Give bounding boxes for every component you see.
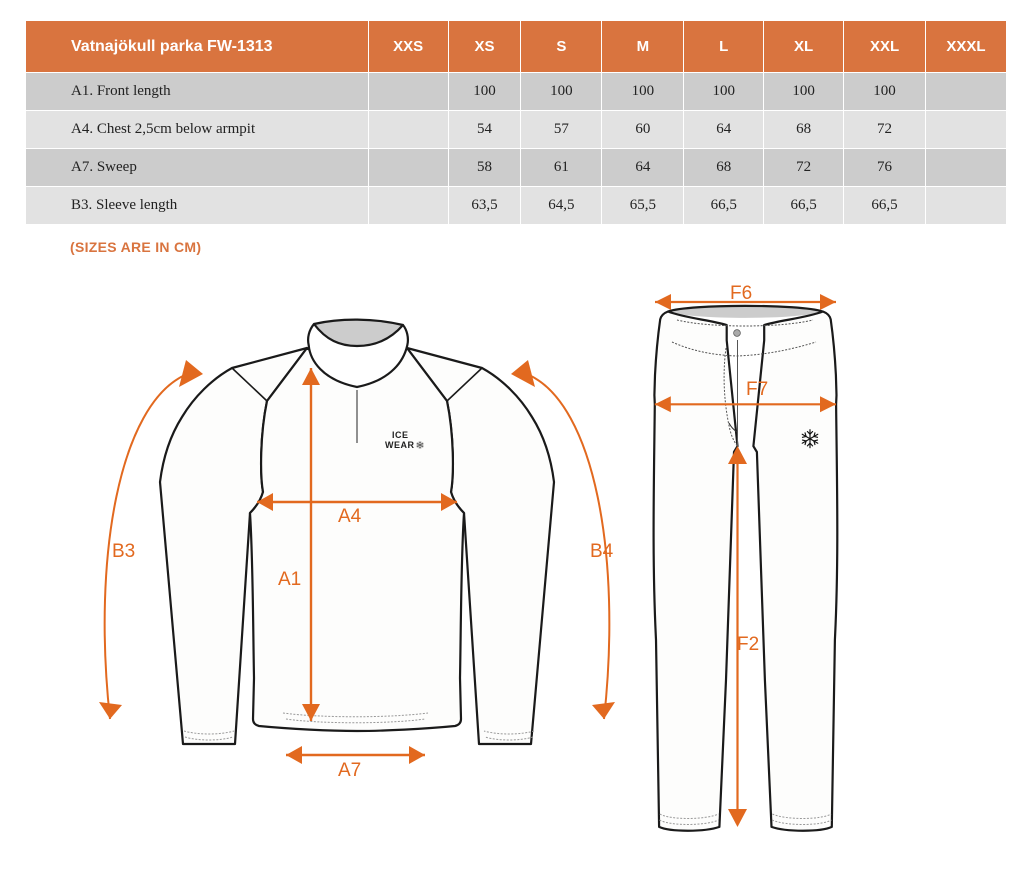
svg-text:A7: A7 [338, 760, 361, 781]
svg-text:F6: F6 [730, 283, 752, 304]
svg-text:A1: A1 [278, 569, 301, 590]
svg-text:A4: A4 [338, 506, 362, 527]
svg-text:B4: B4 [590, 541, 614, 562]
svg-text:B3: B3 [112, 541, 135, 562]
svg-text:ICE: ICE [392, 430, 409, 440]
svg-text:WEAR: WEAR [385, 440, 415, 450]
svg-text:F7: F7 [746, 379, 768, 400]
svg-text:F2: F2 [737, 634, 759, 655]
